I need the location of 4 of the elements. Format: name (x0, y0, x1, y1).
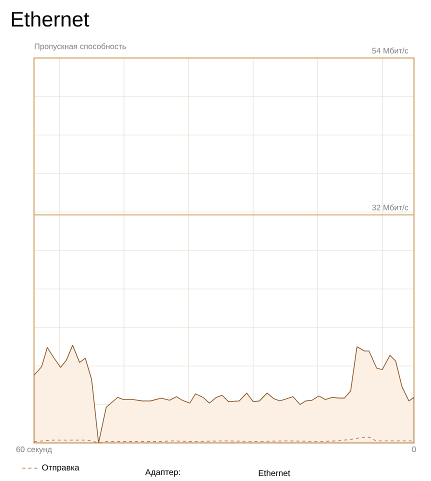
text: Ethernet (258, 470, 290, 476)
text: Адаптер: (145, 469, 180, 477)
chart-title: Ethernet (12, 11, 90, 27)
legend-label: Отправка (42, 464, 80, 472)
